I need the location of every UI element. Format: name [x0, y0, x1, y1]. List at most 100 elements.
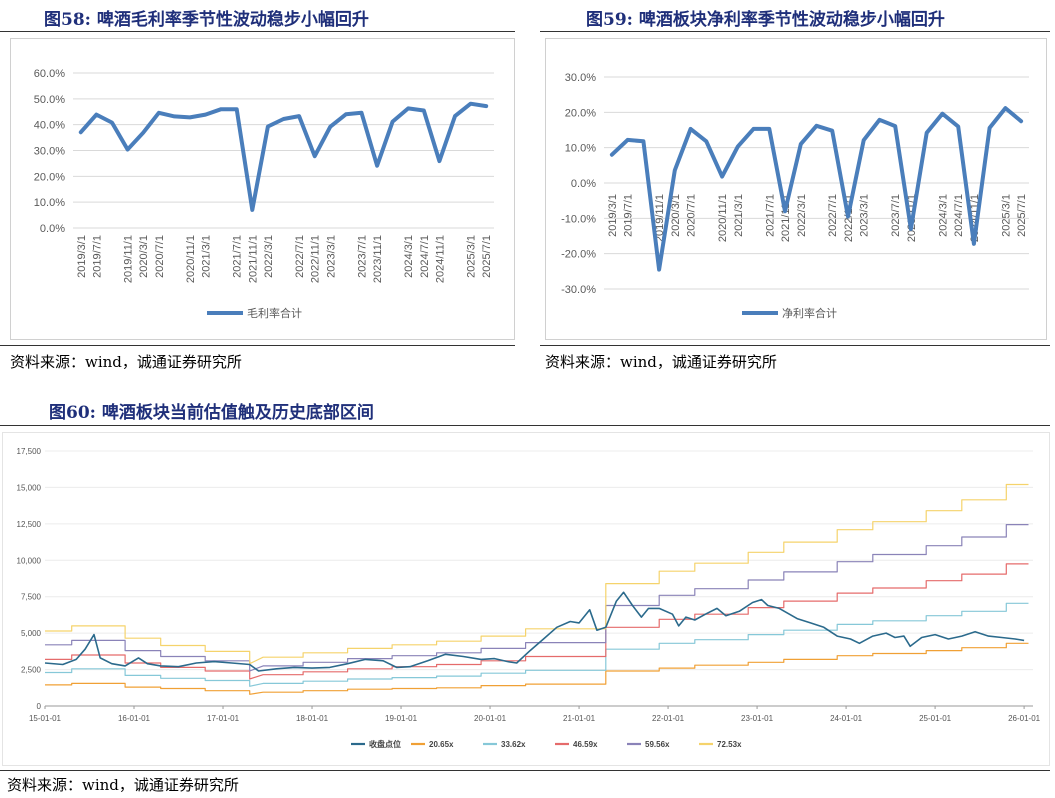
fig59-x-tick-label: 2025/3/1 [1000, 194, 1012, 237]
fig58-y-tick-label: 60.0% [34, 68, 65, 80]
fig58-y-tick-label: 50.0% [34, 94, 65, 106]
fig60-series-band [45, 563, 1029, 680]
fig60-source: 资料来源：wind，诚通证券研究所 [7, 776, 239, 794]
fig60-x-tick-label: 15-01-01 [29, 714, 62, 723]
fig59-y-tick-label: 20.0% [565, 107, 596, 119]
fig60-x-tick-label: 23-01-01 [741, 714, 774, 723]
fig59-x-tick-label: 2021/3/1 [733, 194, 745, 237]
fig60-x-tick-label: 22-01-01 [652, 714, 685, 723]
fig60-y-tick-label: 10,000 [17, 556, 42, 565]
fig58-x-tick-label: 2022/3/1 [263, 235, 275, 278]
fig58-x-tick-label: 2024/7/1 [419, 235, 431, 278]
fig58-x-tick-label: 2019/3/1 [76, 235, 88, 278]
fig60-y-tick-label: 7,500 [21, 593, 42, 602]
fig60-y-tick-label: 2,500 [21, 666, 42, 675]
fig59-y-tick-label: 0.0% [571, 178, 596, 190]
fig59-chart: -30.0% -20.0% -10.0% 0.0% 10.0% 20.0% 30.0% 201… [561, 72, 1029, 320]
fig59-x-tick-label: 2024/7/1 [953, 194, 965, 237]
fig58-source: 资料来源：wind，诚通证券研究所 [10, 353, 242, 371]
fig60-y-tick-label: 17,500 [17, 447, 42, 456]
fig58-x-tick-label: 2025/7/1 [481, 235, 493, 278]
fig59-chart-panel: -30.0% -20.0% -10.0% 0.0% 10.0% 20.0% 30.0% 201… [545, 38, 1047, 340]
fig58-x-tick-label: 2022/7/1 [294, 235, 306, 278]
fig60-legend-label: 20.65x [429, 740, 454, 749]
fig59-x-tick-label: 2021/7/1 [764, 194, 776, 237]
fig60-chart-panel: 0 2,500 5,000 7,500 10,000 12,500 15,000 17,500… [2, 432, 1050, 766]
fig60-y-tick-label: 5,000 [21, 629, 42, 638]
fig59-x-tick-label: 2023/7/1 [890, 194, 902, 237]
fig58-x-tick-label: 2019/7/1 [91, 235, 103, 278]
fig59-y-tick-label: -20.0% [561, 249, 596, 261]
fig60-series-band [45, 602, 1029, 687]
fig58-bottom-rule [0, 345, 515, 346]
fig58-y-tick-label: 40.0% [34, 120, 65, 132]
fig60-series-close [44, 591, 1025, 672]
fig59-y-tick-label: -30.0% [561, 284, 596, 296]
fig58-x-tick-label: 2023/7/1 [356, 235, 368, 278]
fig59-y-tick-label: 10.0% [565, 143, 596, 155]
fig60-legend-label: 59.56x [645, 740, 670, 749]
fig60-series-band [45, 483, 1029, 665]
fig58-x-tick-label: 2023/11/1 [372, 235, 384, 283]
fig60-x-tick-label: 21-01-01 [563, 714, 596, 723]
fig58-x-tick-label: 2022/11/1 [310, 235, 322, 283]
fig60-legend-label: 33.62x [501, 740, 526, 749]
fig58-x-tick-label: 2025/3/1 [466, 235, 478, 278]
fig59-series-line [609, 106, 1024, 272]
fig58-top-rule [0, 31, 515, 32]
fig59-top-rule [540, 31, 1050, 32]
fig58-x-tick-label: 2020/7/1 [154, 235, 166, 278]
fig60-series-band [45, 523, 1029, 672]
fig58-chart: 0.0% 10.0% 20.0% 30.0% 40.0% 50.0% 60.0% 2019/3… [34, 68, 494, 320]
fig59-x-tick-label: 2022/7/1 [827, 194, 839, 237]
fig60-x-tick-label: 25-01-01 [919, 714, 952, 723]
fig58-x-tick-label: 2020/3/1 [138, 235, 150, 278]
fig58-y-tick-label: 10.0% [34, 197, 65, 209]
fig59-x-tick-label: 2023/3/1 [859, 194, 871, 237]
fig59-x-tick-label: 2022/3/1 [796, 194, 808, 237]
fig60-chart: 0 2,500 5,000 7,500 10,000 12,500 15,000 17,500… [17, 447, 1041, 749]
fig60-legend-label: 72.53x [717, 740, 742, 749]
fig60-x-tick-label: 24-01-01 [830, 714, 863, 723]
fig59-x-tick-label: 2019/3/1 [607, 194, 619, 237]
fig60-top-rule [0, 425, 1050, 426]
fig60-x-tick-label: 20-01-01 [474, 714, 507, 723]
fig58-x-tick-label: 2021/7/1 [232, 235, 244, 278]
fig60-y-tick-label: 0 [37, 702, 42, 711]
fig58-y-tick-label: 30.0% [34, 146, 65, 158]
fig58-x-tick-label: 2019/11/1 [123, 235, 135, 283]
fig58-x-tick-label: 2024/3/1 [403, 235, 415, 278]
fig59-y-tick-label: 30.0% [565, 72, 596, 84]
fig59-x-tick-label: 2025/7/1 [1016, 194, 1028, 237]
fig60-x-tick-label: 18-01-01 [296, 714, 329, 723]
fig60-series-band [45, 642, 1029, 695]
fig58-x-tick-label: 2024/11/1 [434, 235, 446, 283]
fig59-x-tick-label: 2024/3/1 [937, 194, 949, 237]
fig60-legend-label: 46.59x [573, 740, 598, 749]
fig59-source: 资料来源：wind，诚通证券研究所 [545, 353, 777, 371]
fig58-title: 图58: 啤酒毛利率季节性波动稳步小幅回升 [44, 10, 369, 30]
fig60-y-tick-label: 12,500 [17, 520, 42, 529]
fig59-bottom-rule [540, 345, 1050, 346]
fig59-title: 图59: 啤酒板块净利率季节性波动稳步小幅回升 [586, 10, 945, 30]
fig58-x-tick-label: 2023/3/1 [325, 235, 337, 278]
fig60-x-tick-label: 17-01-01 [207, 714, 240, 723]
fig60-x-tick-label: 16-01-01 [118, 714, 151, 723]
fig58-series-line [78, 101, 489, 212]
fig60-y-tick-label: 15,000 [17, 483, 42, 492]
fig59-x-tick-label: 2019/11/1 [654, 194, 666, 242]
fig58-y-tick-label: 20.0% [34, 171, 65, 183]
fig58-x-tick-label: 2020/11/1 [185, 235, 197, 283]
fig60-title: 图60: 啤酒板块当前估值触及历史底部区间 [49, 403, 374, 423]
fig59-legend-label: 净利率合计 [782, 306, 837, 320]
fig58-x-tick-label: 2021/11/1 [247, 235, 259, 283]
fig58-chart-panel: 0.0% 10.0% 20.0% 30.0% 40.0% 50.0% 60.0% 2019/3… [10, 38, 515, 340]
fig60-legend-label: 收盘点位 [369, 739, 401, 749]
fig58-x-tick-label: 2021/3/1 [201, 235, 213, 278]
fig59-x-tick-label: 2019/7/1 [623, 194, 635, 237]
fig59-x-tick-label: 2020/11/1 [717, 194, 729, 242]
fig59-x-tick-label: 2020/3/1 [670, 194, 682, 237]
fig59-y-tick-label: -10.0% [561, 213, 596, 225]
fig60-bottom-rule [0, 770, 1050, 771]
fig58-y-tick-label: 0.0% [40, 223, 65, 235]
